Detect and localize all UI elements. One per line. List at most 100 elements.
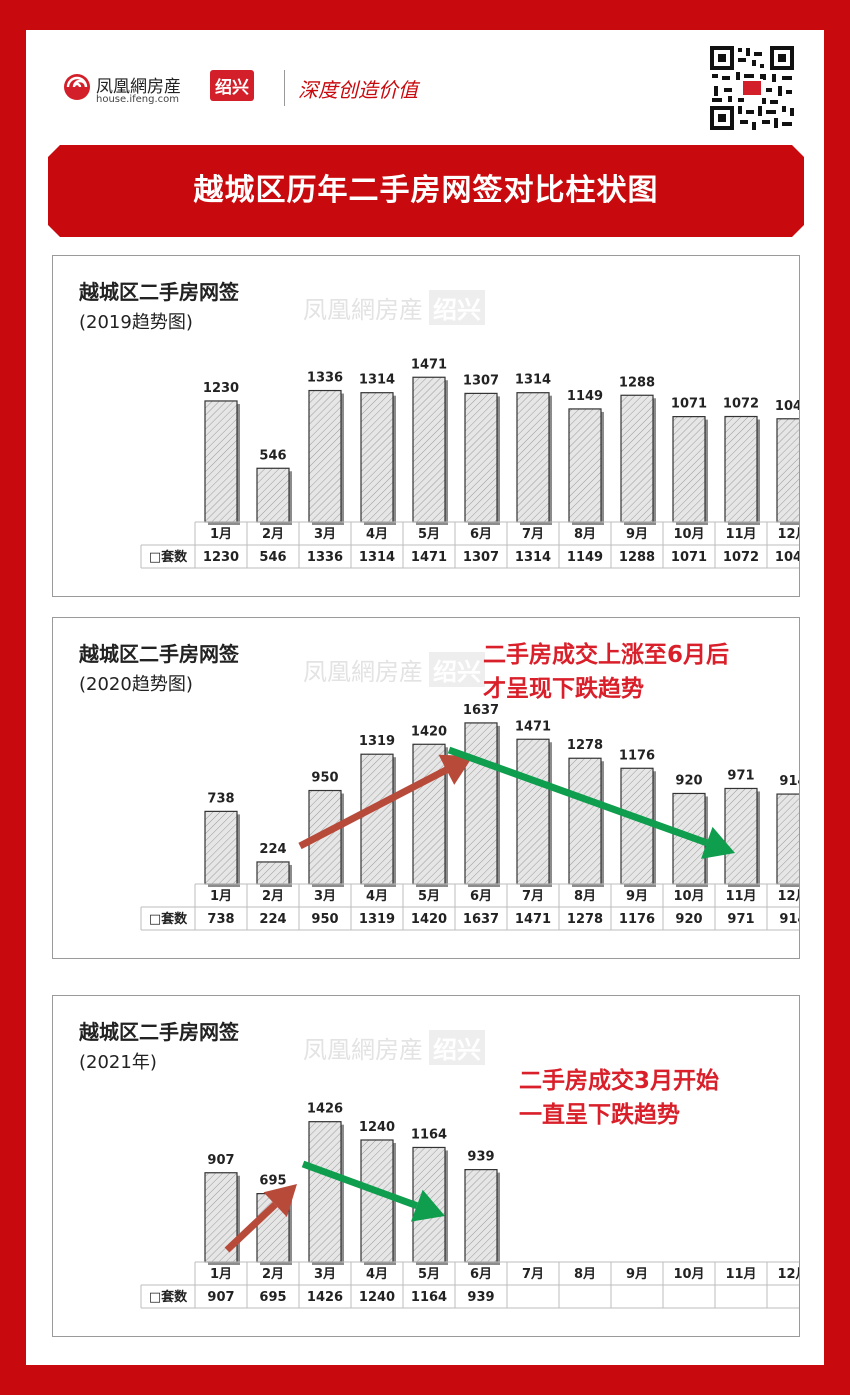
tick-label: 5月 [418,1267,440,1282]
data-label: 950 [311,771,338,786]
bar [464,1169,498,1263]
panel-subtitle: (2021年) [79,1052,157,1073]
annotation-line: 一直呈下跌趋势 [519,1102,680,1128]
panel-title: 越城区二手房网签 [79,280,239,304]
data-label: 1319 [359,734,395,749]
table-value: 1336 [307,550,343,565]
tick-label: 1月 [210,889,232,904]
bar [724,787,758,885]
city-badge: 绍兴 [210,70,254,101]
data-label: 1176 [619,748,655,763]
watermark-city: 绍兴 [429,652,485,687]
data-label: 1471 [515,719,551,734]
table-value: 1426 [307,1290,343,1305]
tick-label: 8月 [574,527,596,542]
trend-up-arrow-icon [224,1184,297,1253]
watermark-city: 绍兴 [429,1030,485,1065]
header-divider [284,70,285,106]
bar [308,389,342,523]
table-value: 920 [675,912,702,927]
bar [516,392,550,523]
data-label: 920 [675,773,702,788]
tick-label: 3月 [314,527,336,542]
data-label: 971 [727,768,754,783]
tick-label: 2月 [262,1267,284,1282]
data-label: 1288 [619,375,655,390]
title-banner: 越城区历年二手房网签对比柱状图 [46,143,806,239]
qr-code-icon[interactable] [708,44,796,132]
table-value: 1230 [203,550,239,565]
table-value: 971 [727,912,754,927]
bar [568,757,602,885]
bar [256,861,290,885]
data-label: 695 [259,1174,286,1189]
panel-subtitle: (2019趋势图) [79,312,193,333]
data-label: 738 [207,791,234,806]
bar [776,793,799,885]
data-label: 546 [259,448,286,463]
table-value: 1278 [567,912,603,927]
table-value: 1314 [515,550,551,565]
trend-up-arrow-icon-shaft [298,766,449,850]
poster-card: 凤凰網房産 house.ifeng.com 绍兴 深度创造价值 越城区历年二手 [26,30,824,1365]
bar [516,738,550,885]
bar-chart-2019: 1230 546 1336 1314 1471 1307 1314 1149 1288 1071 1… [140,357,799,569]
table-value: 1471 [515,912,551,927]
bar [204,400,238,523]
tick-label: 10月 [673,527,704,542]
trend-up-arrow-icon-shaft [224,1202,278,1253]
data-label: 1426 [307,1102,343,1117]
watermark: 凤凰網房産 绍兴 [303,1030,485,1065]
bar [464,392,498,523]
panel-subtitle: (2020趋势图) [79,674,193,695]
tick-label: 6月 [470,527,492,542]
slogan: 深度创造价值 [298,78,418,102]
table-value: 1288 [619,550,655,565]
tick-label: 4月 [366,527,388,542]
brand-url: house.ifeng.com [96,94,180,105]
tick-label: 11月 [725,889,756,904]
tick-label: 6月 [470,889,492,904]
tick-label: 4月 [366,1267,388,1282]
trend-down-arrow-icon-head [410,1189,445,1222]
data-label: 1637 [463,703,499,718]
watermark-city: 绍兴 [429,290,485,325]
table-value: 1319 [359,912,395,927]
bar [620,767,654,885]
table-value: 907 [207,1290,234,1305]
data-label: 1071 [671,397,707,412]
data-label: 1471 [411,357,447,372]
table-value: 1637 [463,912,499,927]
trend-up-arrow-icon [298,754,473,850]
tick-label: 9月 [626,889,648,904]
tick-label: 12月 [777,889,799,904]
watermark-brand: 凤凰網房産 [303,296,423,324]
tick-label: 10月 [673,889,704,904]
table-value: 1420 [411,912,447,927]
tick-label: 11月 [725,527,756,542]
tick-label: 1月 [210,527,232,542]
banner-title: 越城区历年二手房网签对比柱状图 [193,173,659,208]
watermark: 凤凰網房産 绍兴 [303,652,485,687]
data-label: 1420 [411,724,447,739]
trend-up-arrow-icon-head [438,754,473,785]
table-value: 1176 [619,912,655,927]
bar [620,394,654,523]
table-value: 1149 [567,550,603,565]
tick-label: 5月 [418,889,440,904]
data-label: 1164 [411,1127,447,1142]
bar [724,415,758,523]
brand-name: 凤凰網房産 [96,77,181,97]
annotation-line: 二手房成交上涨至6月后 [483,642,730,668]
table-value: 939 [467,1290,494,1305]
table-value: 1049 [775,550,799,565]
table-row-label: □套数 [149,549,188,565]
table-value: 1240 [359,1290,395,1305]
bar-chart-2020: 738 224 950 1319 1420 1637 1471 1278 1176 920 971 9… [140,703,799,931]
tick-label: 12月 [777,1267,799,1282]
table-value: 1307 [463,550,499,565]
bar [256,467,290,523]
watermark-brand: 凤凰網房産 [303,1036,423,1064]
tick-label: 10月 [673,1267,704,1282]
panel-title: 越城区二手房网签 [79,642,239,666]
